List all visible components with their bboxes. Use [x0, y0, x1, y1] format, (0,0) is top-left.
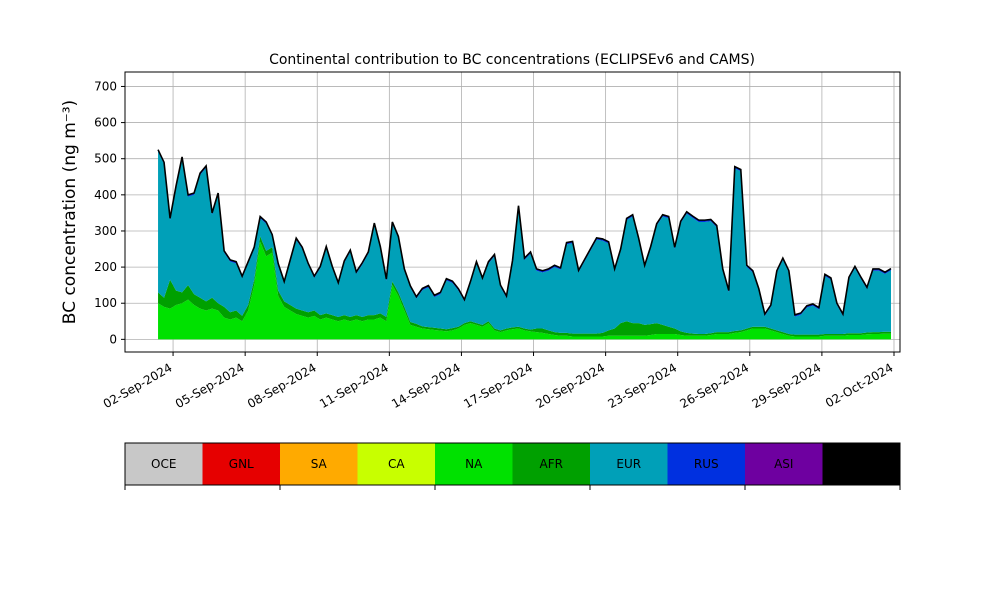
- y-tick-label: 0: [109, 332, 117, 346]
- legend-swatch-gnl: [202, 443, 280, 485]
- legend-swatch-ca: [357, 443, 435, 485]
- y-tick-label: 400: [94, 188, 117, 202]
- legend-label-asi: ASI: [774, 457, 793, 471]
- legend-label-gnl: GNL: [229, 457, 254, 471]
- legend-swatch-aus: [822, 443, 900, 485]
- y-tick-label: 200: [94, 260, 117, 274]
- legend-swatch-na: [435, 443, 513, 485]
- y-tick-label: 300: [94, 224, 117, 238]
- area-series-na: [158, 241, 891, 340]
- y-tick-label: 700: [94, 79, 117, 93]
- legend-label-na: NA: [465, 457, 483, 471]
- legend-swatch-oce: [125, 443, 203, 485]
- legend-swatch-asi: [745, 443, 823, 485]
- y-tick-label: 500: [94, 152, 117, 166]
- legend-label-afr: AFR: [540, 457, 563, 471]
- legend-label-rus: RUS: [694, 457, 719, 471]
- total-outline: [157, 149, 892, 317]
- legend: OCE GNL SA CA NA AFR EUR RUS ASI AUS: [124, 442, 901, 490]
- legend-swatch-eur: [590, 443, 668, 485]
- legend-frame: [124, 442, 901, 486]
- plot-frame: [124, 71, 901, 353]
- y-axis-label: BC concentration (ng m⁻³): [60, 100, 80, 324]
- legend-label-oce: OCE: [151, 457, 176, 471]
- legend-swatch-rus: [667, 443, 745, 485]
- area-series-eur: [158, 151, 891, 335]
- legend-swatch-afr: [512, 443, 590, 485]
- chart-title: Continental contribution to BC concentra…: [269, 52, 755, 68]
- legend-swatch-sa: [280, 443, 358, 485]
- legend-label-sa: SA: [311, 457, 328, 471]
- y-tick-label: 100: [94, 296, 117, 310]
- legend-label-aus: AUS: [849, 457, 874, 471]
- legend-label-ca: CA: [388, 457, 405, 471]
- stacked-areas: [157, 149, 892, 340]
- legend-label-eur: EUR: [616, 457, 641, 471]
- y-tick-label: 600: [94, 116, 117, 130]
